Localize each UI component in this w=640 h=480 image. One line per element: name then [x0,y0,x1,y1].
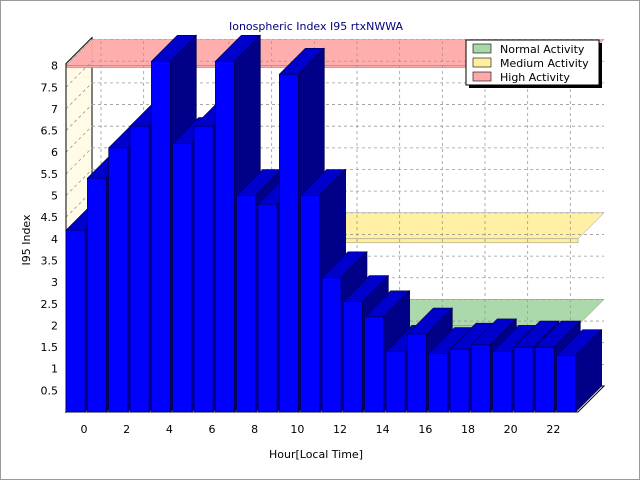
x-tick-label: 0 [81,423,88,436]
bars [65,34,603,413]
legend-label: High Activity [500,71,570,84]
x-tick-label: 22 [546,423,560,436]
bar-front [428,353,448,413]
x-axis-label: Hour[Local Time] [269,448,363,461]
bar-front [321,277,342,413]
y-tick-label: 5 [51,190,58,203]
y-tick-label: 8 [51,60,58,73]
wall-grid-11 [65,125,93,153]
x-tick-labels: 0 2 4 6 8 10 12 14 16 18 20 22 [81,423,561,436]
y-tick-label: 3 [51,276,58,289]
wall-grid-9 [65,169,93,196]
y-tick-label: 7 [51,103,58,116]
bar-front [193,125,214,413]
x-tick-label: 18 [461,423,475,436]
y-tick-label: 1 [51,363,58,376]
y-tick-labels: 0.5 1 1.5 2 2.5 3 3.5 4 4.5 5 5.5 6 6.5 7 7.5 8 [41,60,59,398]
legend-swatch [472,57,492,68]
bar-front [407,333,427,413]
bar-front [385,351,406,413]
y-tick-label: 6 [51,146,58,159]
wall-grid-15 [65,39,93,66]
bar-front [513,346,534,413]
bar-front [364,316,384,413]
x-tick-label: 6 [209,423,216,436]
bar-front [556,355,576,413]
x-tick-label: 20 [504,423,518,436]
bar-front [108,147,128,413]
bar-front [65,229,86,413]
legend-swatch [472,43,492,54]
x-tick-label: 14 [376,423,390,436]
bar-front [492,351,512,413]
bar-front [535,346,555,413]
bar-front [343,301,363,413]
bar-front [172,143,192,413]
bar-front [87,177,107,413]
y-tick-label: 6.5 [41,125,59,138]
y-tick-label: 0.5 [41,384,59,397]
bar-front [471,344,491,413]
bar-23 [555,328,603,413]
bar-front [151,60,171,413]
legend-swatch [472,71,492,82]
chart-title: Ionospheric Index I95 rtxNWWA [229,20,403,33]
wall-grid-13 [65,82,93,110]
bar-front [129,125,150,413]
y-tick-label: 5.5 [41,168,59,181]
y-tick-label: 4.5 [41,211,59,224]
y-axis-label: I95 Index [20,214,33,266]
y-tick-label: 4 [51,233,58,246]
bar-front [300,195,320,413]
x-tick-label: 8 [251,423,258,436]
legend-label: Medium Activity [500,57,589,70]
x-tick-label: 2 [123,423,130,436]
wall-grid-12 [65,104,93,131]
x-tick-label: 10 [290,423,304,436]
y-tick-label: 2 [51,319,58,332]
bar-front [449,348,470,413]
wall-grid-10 [65,147,93,175]
x-tick-label: 12 [333,423,347,436]
y-tick-label: 7.5 [41,81,59,94]
y-tick-label: 3.5 [41,254,59,267]
wall-grid-14 [65,60,93,88]
bar-front [215,60,235,413]
y-tick-label: 2.5 [41,298,59,311]
legend-label: Normal Activity [500,43,585,56]
y-tick-label: 1.5 [41,341,59,354]
bar-front [236,195,256,413]
x-tick-label: 4 [166,423,173,436]
x-tick-label: 16 [418,423,432,436]
bar-front [279,73,299,413]
bar-front [257,203,278,413]
